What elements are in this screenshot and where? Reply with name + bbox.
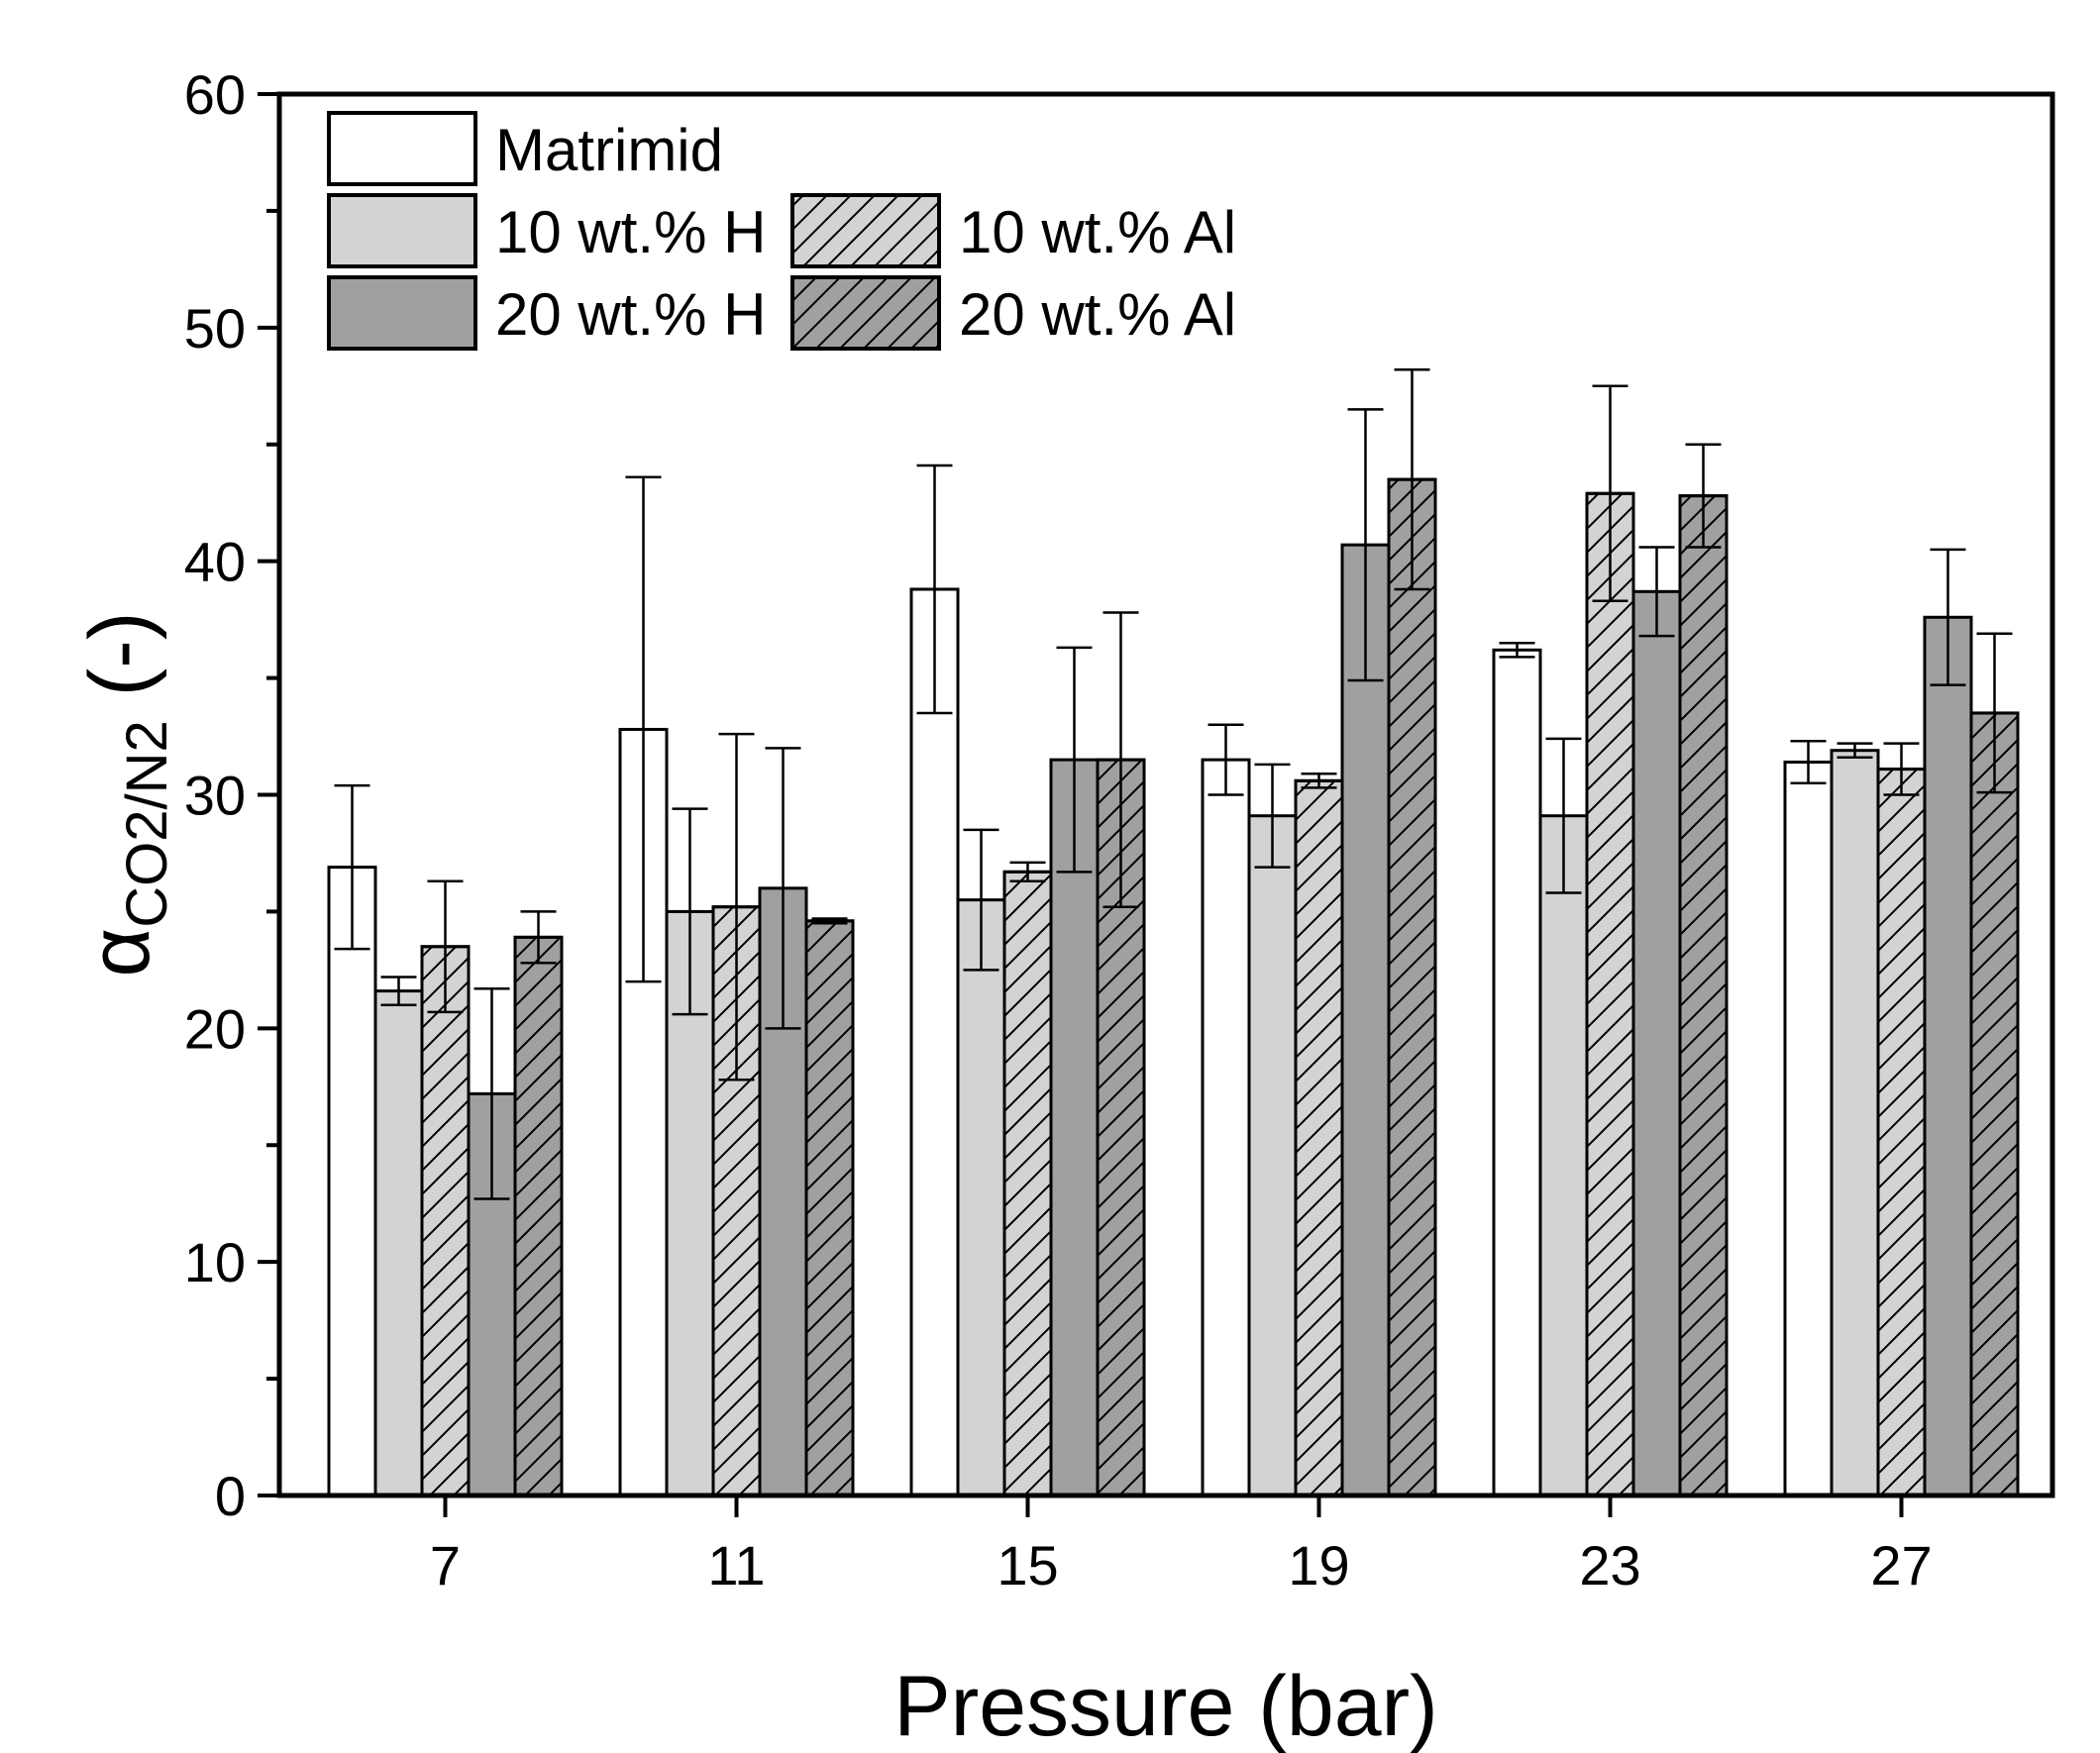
y-tick-label-30: 30: [184, 765, 246, 827]
bar-s1-p19: [1247, 814, 1298, 1497]
y-axis-title: αCO2/N2 (-): [72, 611, 179, 977]
bar-s3-p27: [1923, 615, 1973, 1497]
y-tick-label-0: 0: [215, 1465, 246, 1527]
bar-s3-p15: [1049, 758, 1100, 1497]
bar-hatch-s4-p19: [1387, 477, 1437, 1497]
bar-s1-p23: [1538, 814, 1589, 1497]
bar-s3-p23: [1631, 589, 1682, 1497]
bar-hatch-s4-p11: [804, 919, 855, 1497]
x-tick-label-11: 11: [707, 1534, 765, 1597]
y-tick-label-40: 40: [184, 531, 246, 593]
y-axis-title-subscript: CO2/N2: [115, 720, 179, 928]
y-tick-label-20: 20: [184, 997, 246, 1060]
x-tick-label-27: 27: [1870, 1534, 1932, 1597]
bar-s3-p19: [1340, 543, 1391, 1497]
bar-s1-p7: [373, 989, 424, 1497]
legend-label-20wt-al: 20 wt.% Al: [959, 281, 1236, 348]
y-axis-title-suffix: (-): [72, 611, 167, 720]
bar-s1-p27: [1830, 749, 1880, 1497]
legend-swatch-10wt-al-hatch: [790, 193, 941, 268]
x-tick-label-23: 23: [1579, 1534, 1640, 1597]
legend-label-matrimid: Matrimid: [495, 117, 723, 183]
legend-label-10wt-h: 10 wt.% H: [495, 199, 766, 265]
x-tick-label-15: 15: [997, 1534, 1058, 1597]
bar-s1-p15: [956, 898, 1006, 1497]
bar-hatch-s2-p15: [1002, 870, 1053, 1497]
bar-hatch-s4-p23: [1678, 494, 1729, 1497]
legend-label-10wt-al: 10 wt.% Al: [959, 199, 1236, 265]
bars-layer: [327, 477, 2020, 1497]
legend-swatch-matrimid: [327, 111, 477, 186]
bar-hatch-s4-p27: [1969, 711, 2020, 1497]
y-tick-label-50: 50: [184, 297, 246, 360]
legend: Matrimid 10 wt.% H 10 wt.% Al 20 wt.% H …: [327, 111, 1236, 351]
bar-s0-p19: [1201, 758, 1251, 1497]
bar-s0-p7: [327, 866, 377, 1497]
bar-hatch-s2-p7: [420, 945, 471, 1497]
legend-label-20wt-h: 20 wt.% H: [495, 281, 766, 348]
bar-hatch-s2-p27: [1876, 768, 1927, 1497]
bar-s0-p27: [1783, 760, 1834, 1497]
y-axis: 0 10 20 30 40 50 60: [184, 63, 279, 1527]
x-axis: 7 11 15 19 23 27: [430, 1495, 1933, 1597]
y-tick-label-10: 10: [184, 1231, 246, 1293]
x-axis-title: Pressure (bar): [893, 1659, 1438, 1753]
x-tick-label-19: 19: [1288, 1534, 1349, 1597]
bar-hatch-s4-p7: [513, 935, 564, 1497]
bar-s0-p23: [1492, 648, 1542, 1497]
legend-swatch-20wt-al-hatch: [790, 275, 941, 351]
errorbars-layer: [334, 368, 2013, 1200]
x-tick-label-7: 7: [430, 1534, 461, 1597]
legend-swatch-10wt-h: [327, 193, 477, 268]
y-tick-label-60: 60: [184, 63, 246, 126]
bar-s0-p15: [909, 587, 960, 1497]
y-axis-title-symbol: α: [72, 928, 167, 978]
bar-hatch-s2-p23: [1585, 491, 1635, 1497]
bar-hatch-s2-p19: [1294, 778, 1344, 1497]
legend-swatch-20wt-h: [327, 275, 477, 351]
